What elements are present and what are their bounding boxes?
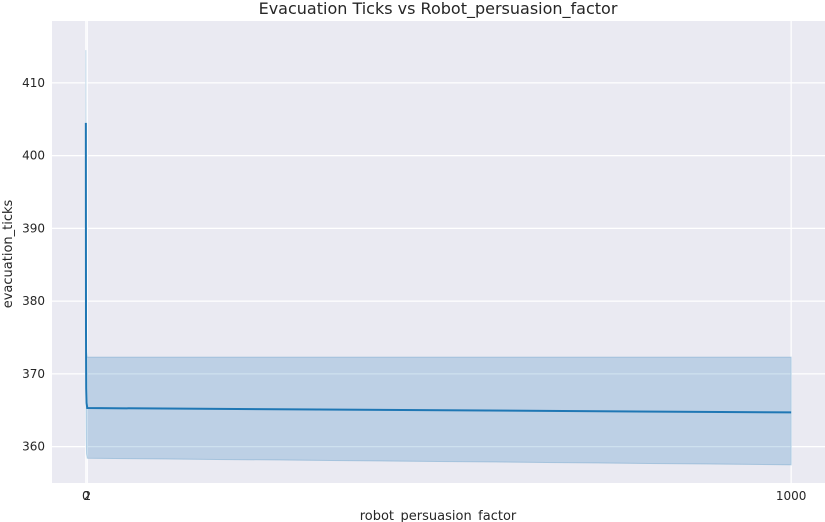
- y-tick-label: 390: [22, 221, 45, 235]
- x-tick-labels: 02 1000: [82, 489, 806, 503]
- series-line: [84, 122, 792, 414]
- x-tick-label: 2: [83, 489, 91, 503]
- y-tick-label: 410: [22, 76, 45, 90]
- x-axis-label: robot_persuasion_factor: [360, 509, 517, 522]
- y-tick-label: 360: [22, 440, 45, 454]
- y-tick-label: 370: [22, 367, 45, 381]
- x-tick-label: 0: [82, 489, 90, 503]
- y-tick-labels: 360 370 380 390 400 410: [22, 76, 45, 454]
- y-grid: [52, 82, 825, 448]
- chart-title: Evacuation Ticks vs Robot_persuasion_fac…: [259, 0, 618, 19]
- plot-area: [52, 21, 825, 483]
- x-tick-label: 1000: [776, 489, 807, 503]
- y-tick-label: 380: [22, 294, 45, 308]
- y-tick-label: 400: [22, 149, 45, 163]
- y-axis-label: evacuation_ticks: [1, 199, 16, 308]
